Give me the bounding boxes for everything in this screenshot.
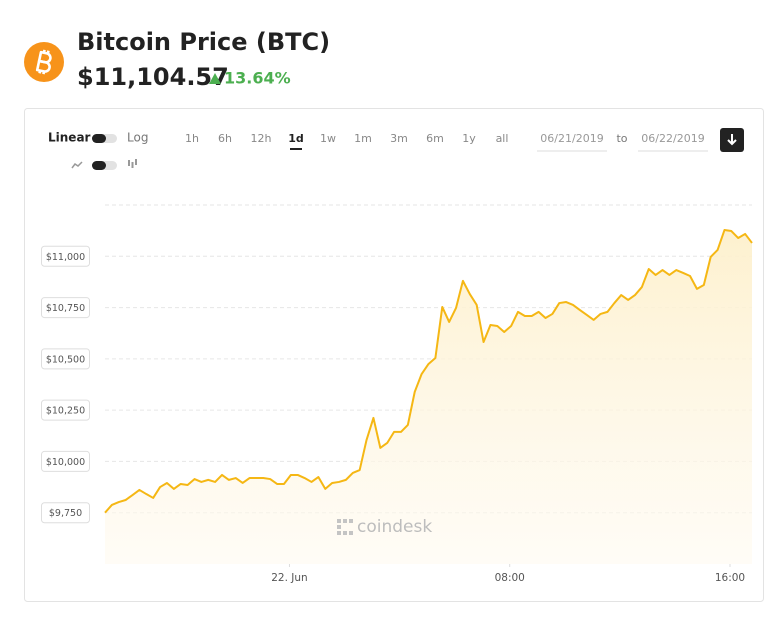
y-tick-box — [41, 348, 90, 370]
y-tick-label: $10,500 — [46, 354, 85, 365]
x-tick-label: 16:00 — [715, 572, 745, 584]
y-tick-label: $10,000 — [46, 457, 85, 468]
range-button[interactable]: 1m — [354, 132, 372, 145]
price-change: 13.64% — [224, 69, 291, 88]
range-active-underline — [290, 148, 302, 150]
x-tick-label: 22. Jun — [271, 572, 307, 584]
watermark-text: coindesk — [357, 517, 432, 537]
price-area — [105, 230, 752, 564]
range-button[interactable]: 1h — [185, 132, 199, 145]
range-button[interactable]: 1y — [462, 132, 476, 145]
y-tick-box — [41, 502, 90, 524]
y-tick-label: $11,000 — [46, 252, 85, 263]
y-tick-box — [41, 245, 90, 267]
range-button[interactable]: 12h — [251, 132, 272, 145]
bar-icon — [128, 159, 137, 168]
download-button[interactable] — [720, 128, 744, 152]
y-tick-box — [41, 450, 90, 472]
scale-toggle[interactable] — [92, 134, 117, 143]
y-tick-label: $9,750 — [49, 508, 82, 519]
date-from[interactable]: 06/21/2019 — [540, 132, 603, 145]
x-tick-label: 08:00 — [495, 572, 525, 584]
y-tick-box — [41, 399, 90, 421]
price-line — [104, 229, 753, 514]
range-button[interactable]: 6h — [218, 132, 232, 145]
scale-linear[interactable]: Linear — [48, 131, 91, 145]
line-icon — [71, 161, 83, 169]
chart-type-toggle[interactable] — [92, 161, 117, 170]
up-arrow — [209, 73, 221, 84]
y-tick-label: $10,750 — [46, 303, 85, 314]
range-button[interactable]: 3m — [390, 132, 408, 145]
bitcoin-logo — [24, 42, 64, 82]
watermark-icon — [337, 519, 353, 535]
range-button[interactable]: 6m — [426, 132, 444, 145]
range-button[interactable]: 1w — [320, 132, 336, 145]
date-separator: to — [616, 132, 627, 145]
range-button[interactable]: all — [496, 132, 509, 145]
y-tick-box — [41, 297, 90, 319]
range-button[interactable]: 1d — [288, 132, 304, 145]
y-tick-label: $10,250 — [46, 406, 85, 417]
date-to[interactable]: 06/22/2019 — [641, 132, 704, 145]
scale-log[interactable]: Log — [127, 131, 148, 145]
price: $11,104.57 — [77, 63, 229, 91]
page-title: Bitcoin Price (BTC) — [77, 28, 330, 56]
